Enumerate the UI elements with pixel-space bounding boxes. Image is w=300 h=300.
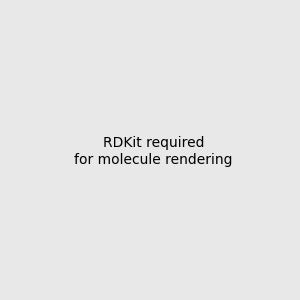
Text: RDKit required
for molecule rendering: RDKit required for molecule rendering: [74, 136, 233, 166]
